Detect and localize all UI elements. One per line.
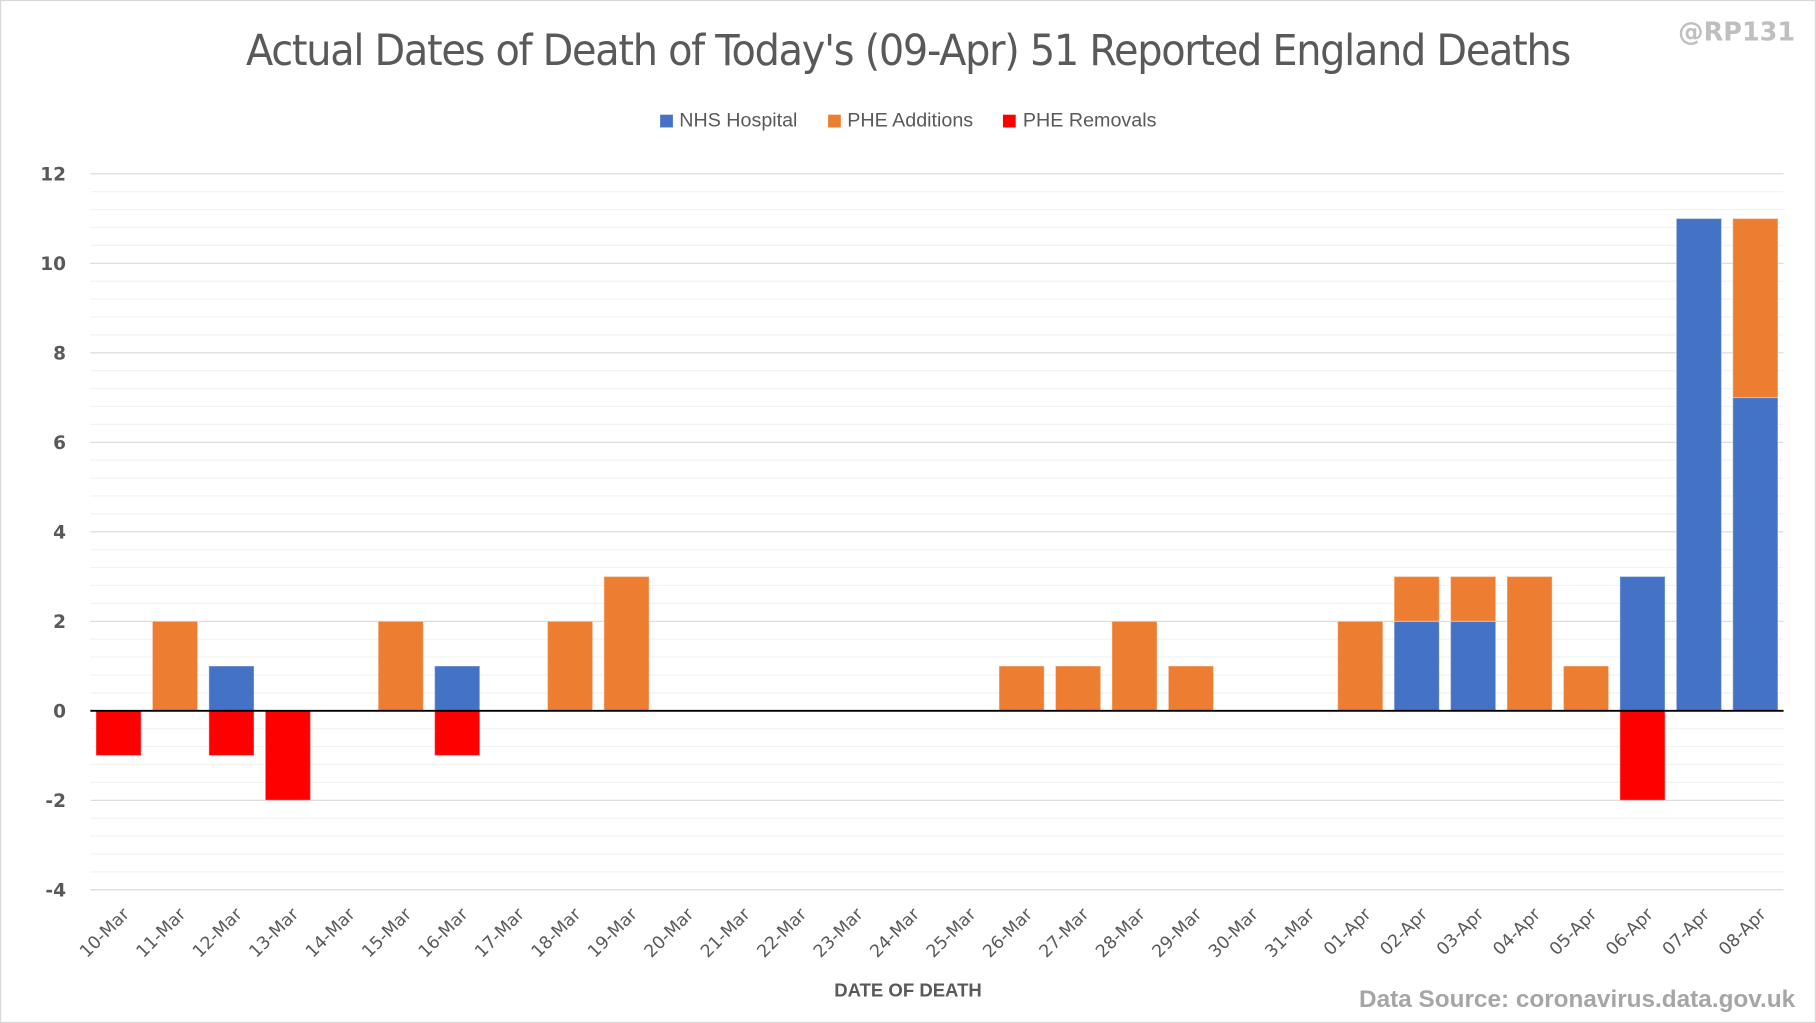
x-tick-label: 05-Apr: [1546, 904, 1602, 960]
x-tick-label: 29-Mar: [1149, 904, 1207, 962]
legend-item-phe-additions: PHE Additions: [827, 108, 974, 132]
x-tick-label: 25-Mar: [923, 904, 981, 962]
bar-phe-additions: [1506, 575, 1553, 712]
x-tick-label: 08-Apr: [1715, 904, 1771, 960]
x-tick-label: 07-Apr: [1659, 904, 1715, 960]
legend-label-nhs-hospital: NHS Hospital: [679, 108, 798, 131]
legend-label-phe-removals: PHE Removals: [1022, 108, 1157, 131]
bar-phe-additions: [546, 620, 594, 712]
bar-phe-additions: [1449, 575, 1497, 622]
chart-title: Actual Dates of Death of Today's (09-Apr…: [246, 25, 1571, 76]
bar-phe-additions: [1167, 665, 1215, 712]
x-tick-label: 24-Mar: [867, 904, 925, 962]
x-tick-label: 11-Mar: [133, 904, 191, 962]
y-tick-label: 8: [53, 344, 66, 365]
x-tick-label: 19-Mar: [584, 904, 642, 962]
bar-nhs-hospital: [208, 665, 255, 712]
x-axis-title: DATE OF DEATH: [834, 981, 982, 1001]
bar-phe-additions: [1054, 665, 1102, 712]
y-tick-label: 0: [53, 702, 66, 723]
x-tick-label: 23-Mar: [810, 904, 868, 962]
watermark: @RP131: [1678, 18, 1796, 48]
x-tick-label: 04-Apr: [1490, 904, 1546, 960]
legend-swatch-nhs-hospital: [659, 114, 673, 127]
x-tick-label: 26-Mar: [979, 904, 1037, 962]
bar-phe-removals: [95, 710, 142, 757]
bar-phe-additions: [1562, 665, 1610, 712]
bar-phe-additions: [1111, 620, 1158, 712]
x-tick-label: 16-Mar: [415, 904, 473, 962]
x-tick-label: 21-Mar: [697, 904, 755, 962]
bar-phe-additions: [1337, 620, 1384, 712]
bar-phe-additions: [603, 575, 650, 712]
x-tick-label: 20-Mar: [641, 904, 699, 962]
legend: NHS Hospital PHE Additions PHE Removals: [0, 109, 1816, 132]
legend-label-phe-additions: PHE Additions: [847, 108, 974, 131]
x-tick-label: 14-Mar: [302, 904, 360, 962]
y-tick-label: 4: [53, 523, 66, 544]
x-tick-label: 22-Mar: [754, 904, 812, 962]
bar-nhs-hospital: [1675, 217, 1723, 712]
y-tick-label: 6: [53, 433, 66, 454]
bar-phe-additions: [151, 620, 199, 712]
x-tick-label: 31-Mar: [1262, 904, 1320, 962]
bar-phe-additions: [377, 620, 424, 712]
bar-nhs-hospital: [434, 665, 481, 712]
legend-swatch-phe-removals: [1003, 114, 1016, 127]
y-tick-label: 10: [40, 254, 66, 275]
bar-phe-additions: [1732, 217, 1779, 399]
bar-nhs-hospital: [1619, 575, 1666, 712]
x-tick-label: 01-Apr: [1320, 904, 1376, 960]
bar-phe-additions: [1393, 575, 1440, 622]
data-source-note: Data Source: coronavirus.data.gov.uk: [1359, 985, 1796, 1013]
bar-nhs-hospital: [1449, 620, 1497, 712]
bar-phe-removals: [264, 710, 312, 801]
y-tick-label: 12: [40, 165, 66, 186]
bar-phe-removals: [1619, 710, 1666, 801]
legend-item-phe-removals: PHE Removals: [1003, 109, 1156, 132]
x-tick-label: 13-Mar: [246, 904, 304, 962]
legend-swatch-phe-additions: [827, 114, 841, 127]
bar-phe-removals: [208, 710, 255, 757]
x-tick-label: 02-Apr: [1377, 904, 1433, 960]
bar-phe-additions: [998, 665, 1045, 712]
y-tick-label: 2: [53, 612, 66, 633]
y-tick-label: -2: [45, 791, 66, 812]
x-tick-label: 27-Mar: [1036, 904, 1094, 962]
x-tick-label: 30-Mar: [1205, 904, 1263, 962]
x-tick-label: 06-Apr: [1602, 904, 1658, 960]
x-tick-label: 10-Mar: [76, 904, 134, 962]
x-tick-label: 28-Mar: [1092, 904, 1150, 962]
x-tick-label: 12-Mar: [189, 904, 247, 962]
y-tick-label: -4: [45, 881, 66, 902]
x-tick-label: 17-Mar: [471, 904, 529, 962]
x-tick-label: 15-Mar: [359, 904, 417, 962]
x-tick-label: 18-Mar: [528, 904, 586, 962]
bar-phe-removals: [434, 710, 481, 757]
x-tick-label: 03-Apr: [1433, 904, 1489, 960]
bar-nhs-hospital: [1393, 620, 1440, 712]
bar-nhs-hospital: [1732, 396, 1779, 712]
legend-item-nhs-hospital: NHS Hospital: [659, 108, 798, 132]
